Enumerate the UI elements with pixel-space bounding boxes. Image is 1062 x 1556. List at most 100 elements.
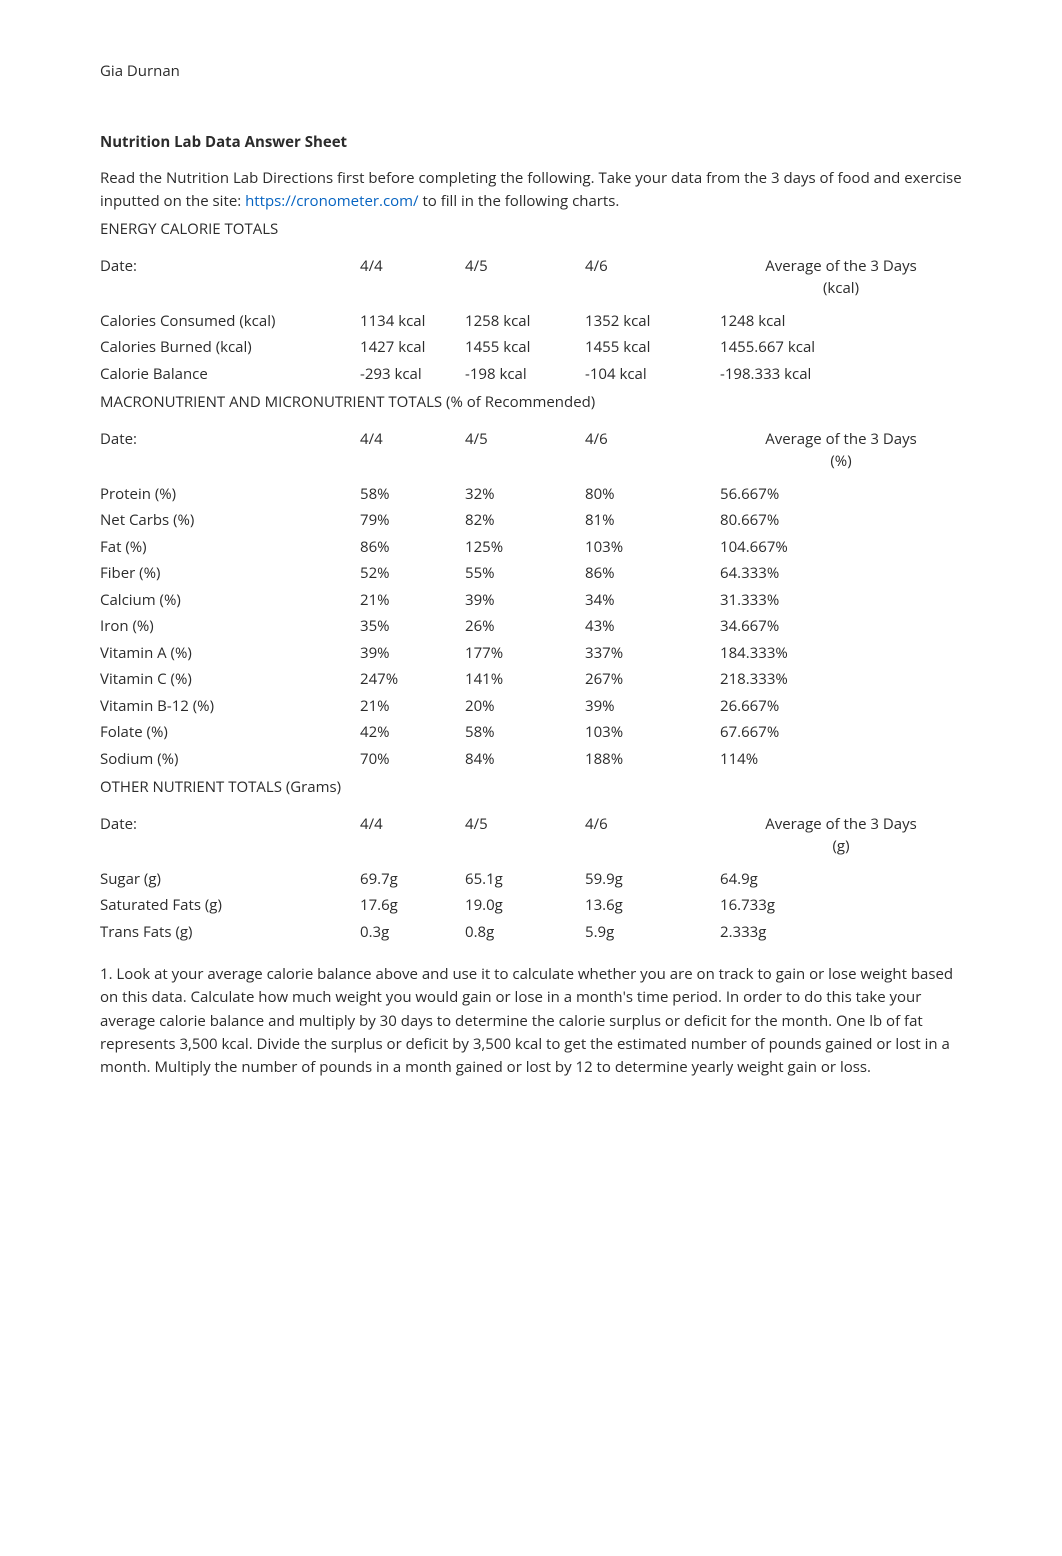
date-label: Date:: [100, 253, 360, 308]
cell: 247%: [360, 666, 465, 693]
cell: 39%: [360, 640, 465, 667]
cell: 20%: [465, 693, 585, 720]
macro-section-label: MACRONUTRIENT AND MICRONUTRIENT TOTALS (…: [100, 391, 962, 414]
cell: 26%: [465, 613, 585, 640]
table-row: Calories Consumed (kcal) 1134 kcal 1258 …: [100, 308, 962, 335]
cell: 218.333%: [720, 666, 962, 693]
row-label: Iron (%): [100, 613, 360, 640]
cell: -198 kcal: [465, 361, 585, 388]
table-row: Protein (%)58%32%80%56.667%: [100, 481, 962, 508]
cell: 0.8g: [465, 919, 585, 946]
cell: -198.333 kcal: [720, 361, 962, 388]
col-date-3: 4/6: [585, 253, 720, 308]
cell: 1455 kcal: [465, 334, 585, 361]
cell: -293 kcal: [360, 361, 465, 388]
col-date-2: 4/5: [465, 253, 585, 308]
table-row: Fiber (%)52%55%86%64.333%: [100, 560, 962, 587]
cell: 21%: [360, 587, 465, 614]
cell: 1352 kcal: [585, 308, 720, 335]
row-label: Vitamin B-12 (%): [100, 693, 360, 720]
table-row: Sugar (g)69.7g65.1g59.9g64.9g: [100, 866, 962, 893]
cell: 86%: [360, 534, 465, 561]
cell: 55%: [465, 560, 585, 587]
cell: 56.667%: [720, 481, 962, 508]
cell: 125%: [465, 534, 585, 561]
other-table: Date: 4/4 4/5 4/6 Average of the 3 Days …: [100, 811, 962, 946]
cell: 79%: [360, 507, 465, 534]
energy-table: Date: 4/4 4/5 4/6 Average of the 3 Days …: [100, 253, 962, 388]
macro-table: Date: 4/4 4/5 4/6 Average of the 3 Days …: [100, 426, 962, 773]
cell: 81%: [585, 507, 720, 534]
table-header-row: Date: 4/4 4/5 4/6 Average of the 3 Days …: [100, 253, 962, 308]
col-average: Average of the 3 Days (kcal): [720, 253, 962, 308]
row-label: Vitamin C (%): [100, 666, 360, 693]
cell: -104 kcal: [585, 361, 720, 388]
row-label: Fat (%): [100, 534, 360, 561]
col-date-1: 4/4: [360, 426, 465, 481]
col-average: Average of the 3 Days (%): [720, 426, 962, 481]
row-label: Folate (%): [100, 719, 360, 746]
cell: 103%: [585, 719, 720, 746]
row-label: Sodium (%): [100, 746, 360, 773]
cell: 58%: [465, 719, 585, 746]
cell: 0.3g: [360, 919, 465, 946]
row-label: Calories Consumed (kcal): [100, 308, 360, 335]
cell: 17.6g: [360, 892, 465, 919]
row-label: Calories Burned (kcal): [100, 334, 360, 361]
cell: 267%: [585, 666, 720, 693]
col-date-3: 4/6: [585, 811, 720, 866]
col-date-3: 4/6: [585, 426, 720, 481]
cell: 177%: [465, 640, 585, 667]
table-row: Sodium (%)70%84%188%114%: [100, 746, 962, 773]
cell: 86%: [585, 560, 720, 587]
cell: 21%: [360, 693, 465, 720]
row-label: Fiber (%): [100, 560, 360, 587]
cell: 65.1g: [465, 866, 585, 893]
cell: 84%: [465, 746, 585, 773]
cell: 104.667%: [720, 534, 962, 561]
cronometer-link[interactable]: https://cronometer.com/: [245, 191, 418, 211]
cell: 52%: [360, 560, 465, 587]
cell: 82%: [465, 507, 585, 534]
cell: 64.333%: [720, 560, 962, 587]
row-label: Vitamin A (%): [100, 640, 360, 667]
cell: 337%: [585, 640, 720, 667]
cell: 69.7g: [360, 866, 465, 893]
cell: 1248 kcal: [720, 308, 962, 335]
cell: 1258 kcal: [465, 308, 585, 335]
cell: 13.6g: [585, 892, 720, 919]
row-label: Calcium (%): [100, 587, 360, 614]
table-row: Calcium (%)21%39%34%31.333%: [100, 587, 962, 614]
table-row: Fat (%)86%125%103%104.667%: [100, 534, 962, 561]
table-header-row: Date: 4/4 4/5 4/6 Average of the 3 Days …: [100, 426, 962, 481]
col-date-1: 4/4: [360, 253, 465, 308]
row-label: Calorie Balance: [100, 361, 360, 388]
table-row: Vitamin B-12 (%)21%20%39%26.667%: [100, 693, 962, 720]
cell: 42%: [360, 719, 465, 746]
col-date-2: 4/5: [465, 426, 585, 481]
cell: 32%: [465, 481, 585, 508]
cell: 67.667%: [720, 719, 962, 746]
cell: 1427 kcal: [360, 334, 465, 361]
cell: 19.0g: [465, 892, 585, 919]
table-row: Folate (%)42%58%103%67.667%: [100, 719, 962, 746]
table-row: Calories Burned (kcal) 1427 kcal 1455 kc…: [100, 334, 962, 361]
cell: 1134 kcal: [360, 308, 465, 335]
row-label: Sugar (g): [100, 866, 360, 893]
cell: 34%: [585, 587, 720, 614]
other-section-label: OTHER NUTRIENT TOTALS (Grams): [100, 776, 962, 799]
table-row: Vitamin C (%)247%141%267%218.333%: [100, 666, 962, 693]
row-label: Net Carbs (%): [100, 507, 360, 534]
cell: 43%: [585, 613, 720, 640]
author-name: Gia Durnan: [100, 60, 962, 83]
cell: 184.333%: [720, 640, 962, 667]
cell: 70%: [360, 746, 465, 773]
cell: 26.667%: [720, 693, 962, 720]
cell: 141%: [465, 666, 585, 693]
cell: 58%: [360, 481, 465, 508]
col-date-1: 4/4: [360, 811, 465, 866]
cell: 188%: [585, 746, 720, 773]
row-label: Trans Fats (g): [100, 919, 360, 946]
cell: 39%: [585, 693, 720, 720]
cell: 103%: [585, 534, 720, 561]
